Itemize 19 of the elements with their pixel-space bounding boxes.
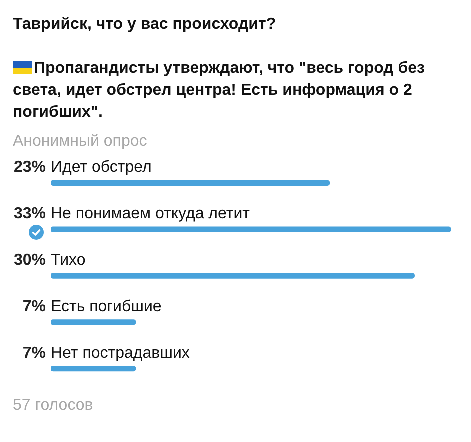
data-label: 7% — [22, 344, 46, 362]
bar — [51, 226, 451, 232]
chart-subtitle: Пропагандисты утверждают, что "весь город без света, идет обстрел центра! Есть информация о 2 погибших". — [13, 60, 425, 121]
data-label: 7% — [22, 298, 46, 316]
data-label: 33% — [14, 206, 46, 223]
y-tick-label: Тихо — [51, 252, 86, 269]
bar — [51, 366, 136, 372]
y-tick-label: Нет пострадавших — [51, 344, 190, 362]
chart-title: Таврийск, что у вас происходит? — [13, 15, 278, 35]
bar — [51, 320, 136, 326]
annotation: Анонимный опрос — [13, 132, 148, 152]
data-label: 30% — [14, 252, 46, 269]
bar — [51, 180, 330, 186]
y-tick-label: Не понимаем откуда летит — [51, 206, 251, 223]
y-tick-label: Есть погибшие — [51, 298, 162, 316]
text: 57 голосов — [13, 396, 94, 416]
y-tick-label: Идет обстрел — [51, 159, 152, 176]
data-label: 23% — [14, 159, 46, 176]
bar — [51, 273, 415, 279]
